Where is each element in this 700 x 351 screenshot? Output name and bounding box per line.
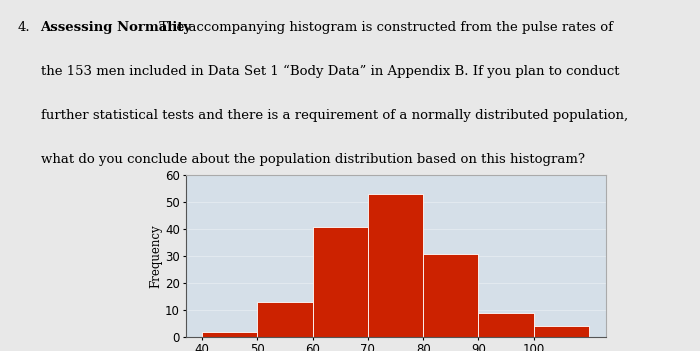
Text: the 153 men included in Data Set 1 “Body Data” in Appendix B. If you plan to con: the 153 men included in Data Set 1 “Body… (41, 65, 619, 78)
Bar (533, 326, 589, 337)
Text: The accompanying histogram is constructed from the pulse rates of: The accompanying histogram is constructe… (155, 21, 613, 34)
Y-axis label: Frequency: Frequency (149, 224, 162, 288)
Text: what do you conclude about the population distribution based on this histogram?: what do you conclude about the populatio… (41, 153, 584, 166)
Text: Assessing Normality: Assessing Normality (41, 21, 192, 34)
Bar (202, 332, 258, 337)
Text: further statistical tests and there is a requirement of a normally distributed p: further statistical tests and there is a… (41, 109, 628, 122)
Bar (423, 253, 478, 337)
Text: 4.: 4. (18, 21, 30, 34)
Bar (313, 227, 368, 337)
Bar (258, 302, 313, 337)
Bar (478, 313, 533, 337)
Bar (368, 194, 423, 337)
